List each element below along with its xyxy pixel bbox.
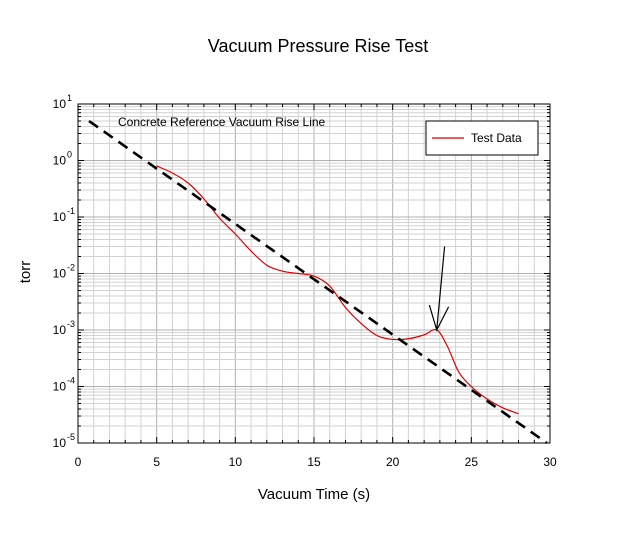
y-tick-label: 10 <box>53 97 67 111</box>
x-tick-label: 10 <box>229 455 243 469</box>
y-tick-exponent: -1 <box>67 206 75 216</box>
test-data-line <box>156 165 519 415</box>
legend: Test Data <box>425 120 539 156</box>
y-tick-label: 10 <box>53 154 67 168</box>
x-axis-label: Vacuum Time (s) <box>258 486 370 503</box>
y-tick-label: 10 <box>53 380 67 394</box>
chart-title: Vacuum Pressure Rise Test <box>208 36 428 56</box>
y-tick-label: 10 <box>53 210 67 224</box>
y-tick-exponent: -4 <box>67 376 75 386</box>
arrow-shaft <box>436 246 446 331</box>
x-tick-label: 15 <box>307 455 321 469</box>
reference-line-annotation: Concrete Reference Vacuum Rise Line <box>118 115 326 129</box>
x-tick-label: 25 <box>465 455 479 469</box>
x-tick-label: 30 <box>543 455 557 469</box>
x-tick-label: 5 <box>153 455 160 469</box>
y-tick-exponent: -5 <box>67 432 75 442</box>
y-tick-exponent: -2 <box>67 263 75 273</box>
y-tick-exponent: 0 <box>67 150 72 160</box>
y-tick-exponent: -3 <box>67 319 75 329</box>
arrow-head <box>428 304 450 332</box>
y-tick-exponent: 1 <box>67 93 72 103</box>
legend-label: Test Data <box>471 131 522 145</box>
x-tick-label: 0 <box>75 455 82 469</box>
y-tick-label: 10 <box>53 323 67 337</box>
arrow-layer <box>428 246 450 332</box>
y-tick-label: 10 <box>53 436 67 450</box>
y-axis-label: torr <box>17 261 34 284</box>
x-tick-label: 20 <box>386 455 400 469</box>
series-layer <box>88 119 548 445</box>
y-tick-label: 10 <box>53 267 67 281</box>
reference-dashed-line <box>88 119 548 445</box>
